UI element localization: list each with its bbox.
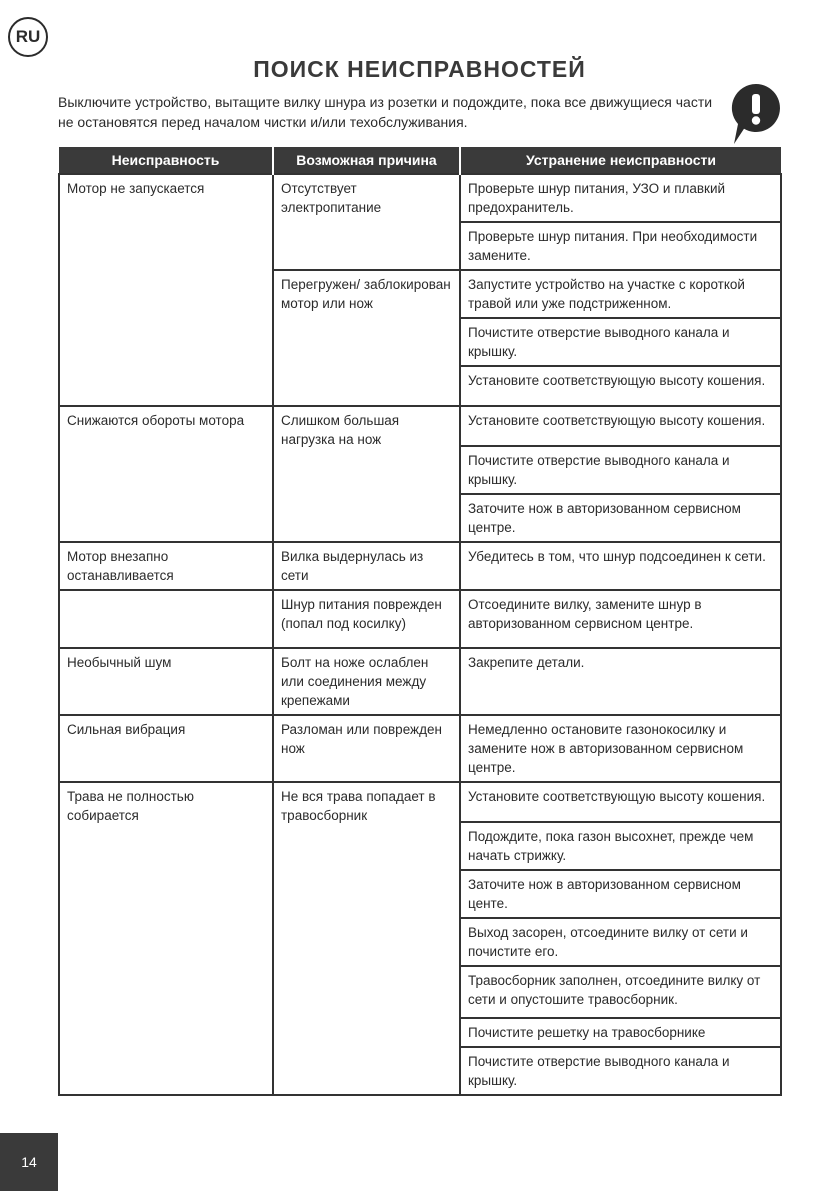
remedy-cell: Почистите отверстие выводного канала и к… — [459, 445, 782, 495]
table-row: Проверьте шнур питания. При необходимост… — [59, 221, 782, 271]
remedy-cell: Заточите нож в авторизованном сервисном … — [459, 493, 782, 543]
fault-cell: Необычный шум — [58, 647, 274, 716]
language-badge: RU — [8, 17, 48, 57]
cause-cell: Шнур питания поврежден (попал под косилк… — [272, 589, 461, 649]
table-row: Трава не полностью собирается Не вся трав… — [58, 781, 782, 1096]
cause-cell: Разломан или поврежден нож — [272, 714, 461, 783]
remedy-cell: Почистите отверстие выводного канала и к… — [459, 317, 782, 367]
table-row: Необычный шум Болт на ноже ослаблен или с… — [58, 647, 782, 716]
remedy-cell: Заточите нож в авторизованном сервисном … — [459, 869, 782, 919]
table-row: Почистите решетку на травосборнике — [59, 1017, 782, 1048]
cause-cell: Перегружен/ заблокирован мотор или нож — [272, 269, 461, 407]
remedy-cell: Немедленно остановите газонокосилку и за… — [459, 714, 782, 783]
table-row: Мотор внезапно останавливается Вилка выде… — [58, 541, 782, 591]
table-row: Почистите отверстие выводного канала и к… — [59, 1046, 782, 1096]
intro-text: Выключите устройство, вытащите вилку шну… — [58, 94, 713, 130]
troubleshooting-table: Неисправность Возможная причина Устранен… — [58, 147, 782, 1096]
table-row: Почистите отверстие выводного канала и к… — [59, 445, 782, 495]
remedy-cell: Подождите, пока газон высохнет, прежде ч… — [459, 821, 782, 871]
fault-cell: Сильная вибрация — [58, 714, 274, 783]
remedy-cell: Почистите отверстие выводного канала и к… — [459, 1046, 782, 1096]
header-cause: Возможная причина — [272, 147, 460, 174]
table-row: Шнур питания поврежден (попал под косилк… — [58, 589, 782, 649]
table-row: Мотор не запускается Отсутствует электроп… — [58, 173, 782, 407]
remedy-cell: Выход засорен, отсоедините вилку от сети… — [459, 917, 782, 967]
cause-cell: Болт на ноже ослаблен или соединения меж… — [272, 647, 461, 716]
header-fault: Неисправность — [59, 147, 273, 174]
page-title: ПОИСК НЕИСПРАВНОСТЕЙ — [253, 56, 586, 82]
table-row: Сильная вибрация Разломан или поврежден н… — [58, 714, 782, 783]
cause-cell: Слишком большая нагрузка на нож — [272, 405, 461, 543]
fault-cell: Трава не полностью собирается — [58, 781, 274, 1096]
table-row: Заточите нож в авторизованном сервисном … — [59, 493, 782, 543]
fault-cell: Мотор не запускается — [58, 173, 274, 407]
fault-cell — [58, 589, 274, 649]
table-row: Заточите нож в авторизованном сервисном … — [59, 869, 782, 919]
remedy-cell: Проверьте шнур питания, УЗО и плавкий пр… — [459, 173, 782, 223]
fault-cell: Снижаются обороты мотора — [58, 405, 274, 543]
table-row: Перегружен/ заблокирован мотор или нож За… — [59, 269, 782, 407]
cause-cell: Вилка выдернулась из сети — [272, 541, 461, 591]
remedy-cell: Убедитесь в том, что шнур подсоединен к … — [459, 541, 782, 591]
remedy-cell: Установите соответствующую высоту кошени… — [459, 405, 782, 447]
table-row: Почистите отверстие выводного канала и к… — [59, 317, 782, 367]
table-row: Установите соответствующую высоту кошени… — [59, 365, 782, 407]
cause-cell: Отсутствует электропитание — [272, 173, 461, 271]
fault-cell: Мотор внезапно останавливается — [58, 541, 274, 591]
header-remedy: Устранение неисправности — [459, 147, 781, 174]
remedy-cell: Установите соответствующую высоту кошени… — [459, 781, 782, 823]
remedy-cell: Отсоедините вилку, замените шнур в автор… — [459, 589, 782, 649]
remedy-cell: Установите соответствующую высоту кошени… — [459, 365, 782, 407]
exclamation-speech-bubble-icon — [730, 82, 782, 151]
cause-cell: Не вся трава попадает в травосборник — [272, 781, 461, 1096]
table-header: Неисправность Возможная причина Устранен… — [59, 147, 781, 174]
table-row: Выход засорен, отсоедините вилку от сети… — [59, 917, 782, 967]
table-row: Подождите, пока газон высохнет, прежде ч… — [59, 821, 782, 871]
remedy-cell: Проверьте шнур питания. При необходимост… — [459, 221, 782, 271]
remedy-cell: Закрепите детали. — [459, 647, 782, 716]
page-number: 14 — [0, 1133, 58, 1191]
table-row: Травосборник заполнен, отсоедините вилку… — [59, 965, 782, 1019]
table-row: Снижаются обороты мотора Слишком большая … — [58, 405, 782, 543]
remedy-cell: Травосборник заполнен, отсоедините вилку… — [459, 965, 782, 1019]
remedy-cell: Запустите устройство на участке с коротк… — [459, 269, 782, 319]
remedy-cell: Почистите решетку на травосборнике — [459, 1017, 782, 1048]
